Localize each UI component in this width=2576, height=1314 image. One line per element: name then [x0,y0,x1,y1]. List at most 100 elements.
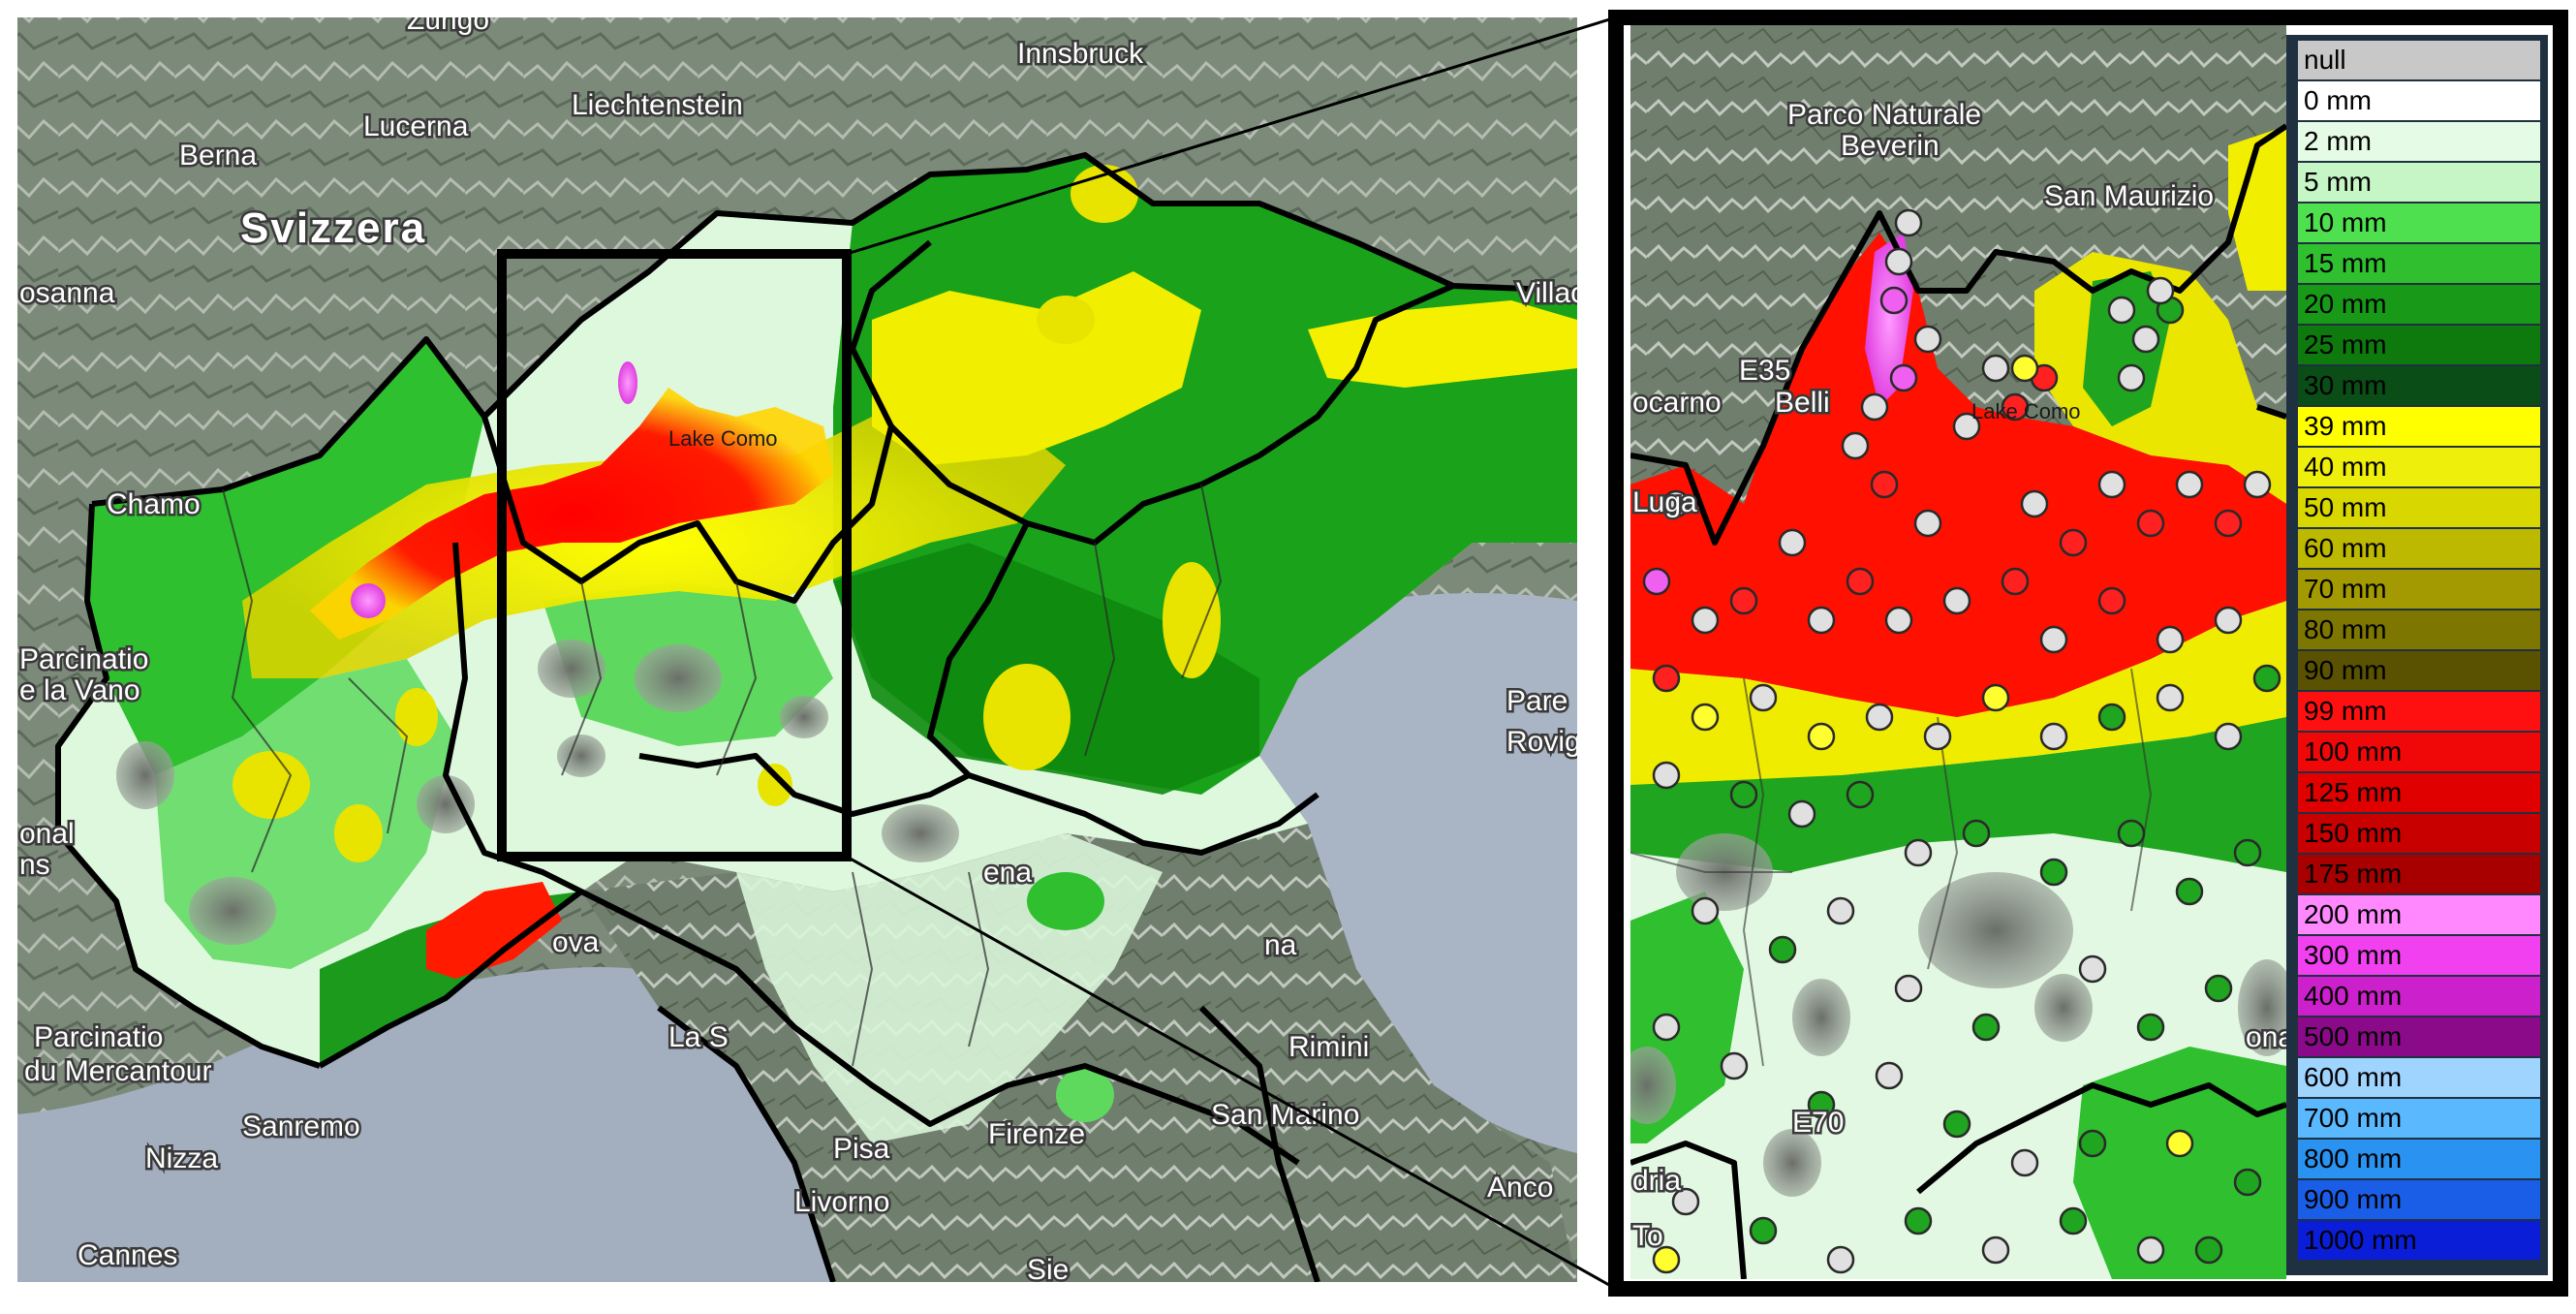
zoom-inset-frame [1608,10,2568,1297]
place-label: Rimini [1288,1031,1369,1063]
legend-item-label: 400 mm [2304,981,2403,1011]
rain-gauge-stations [1642,208,2281,1274]
legend-item-label: 15 mm [2304,248,2387,278]
inset-region-borders [1630,123,2286,1279]
legend-item-label: 5 mm [2304,167,2372,197]
rainfall-spot-yellow-6 [1163,562,1221,678]
inset-no-data-3 [1792,979,1850,1056]
inset-place-label: Lake Como [1971,399,2081,423]
rainfall-zone-red-alps [310,388,833,640]
inset-place-label: dria [1632,1165,1681,1197]
place-label: ena [983,857,1032,889]
legend-item: 500 mm [2298,1017,2540,1056]
inset-no-data-4 [2034,974,2093,1042]
place-label: Lake Como [668,426,778,451]
place-label: Sie [1027,1254,1069,1286]
legend-item: 39 mm [2298,407,2540,446]
legend-item-label: 200 mm [2304,899,2403,929]
legend-item: 80 mm [2298,610,2540,649]
place-label: Parcinatio [19,643,148,675]
place-label: Villac [1516,277,1585,309]
legend-item-label: 60 mm [2304,533,2387,563]
place-label: Nizza [145,1142,218,1174]
legend-item: 300 mm [2298,936,2540,975]
legend-item: 60 mm [2298,529,2540,568]
region-borders [55,152,1577,1282]
inset-place-label: E70 [1792,1107,1844,1139]
no-data-blob-4 [780,696,828,738]
place-label: ns [19,849,50,881]
legend-item-label: 90 mm [2304,655,2387,685]
place-label: Liechtenstein [572,89,743,121]
legend-item: 2 mm [2298,122,2540,161]
rainfall-spot-yellow-5 [1037,296,1095,344]
rainfall-zone-red-liguria [426,882,562,979]
inset-rainfall-yellow-ne [2228,126,2286,291]
legend-item-label: 150 mm [2304,818,2403,848]
place-label: e la Vano [19,674,140,706]
legend-item: 15 mm [2298,244,2540,283]
place-label: Chamo [107,488,201,520]
legend-item-label: null [2304,45,2346,75]
place-label: Zurigo [407,4,489,36]
legend-item: 99 mm [2298,692,2540,731]
legend-item-label: 300 mm [2304,940,2403,970]
legend-item: 125 mm [2298,773,2540,812]
place-label: osanna [19,277,115,309]
legend-item-label: 80 mm [2304,614,2387,644]
legend-item: 700 mm [2298,1099,2540,1138]
place-label: Berna [179,140,257,172]
no-data-blob-7 [882,804,959,862]
legend-item-label: 2 mm [2304,126,2372,156]
overview-map[interactable]: Zurigo Innsbruck Liechtenstein Lucerna B… [17,4,1585,1286]
legend-item-label: 800 mm [2304,1143,2403,1173]
legend-item: 100 mm [2298,733,2540,771]
legend-item: 800 mm [2298,1140,2540,1178]
legend-item: 40 mm [2298,448,2540,486]
precipitation-legend: null 0 mm 2 mm 5 mm 10 mm 15 mm 20 mm 25 mm 30 m… [2286,35,2548,1275]
legend-item: 10 mm [2298,203,2540,242]
place-label: Sanremo [242,1111,360,1142]
place-label: Firenze [988,1118,1085,1150]
legend-item-label: 700 mm [2304,1103,2403,1133]
no-data-blob-1 [538,640,605,698]
legend-item: 200 mm [2298,895,2540,934]
inset-rainfall-pink [1865,233,1913,407]
legend-item-label: 600 mm [2304,1062,2403,1092]
legend-item: 600 mm [2298,1058,2540,1097]
zoom-extent-box[interactable] [497,249,852,861]
legend-item-label: 39 mm [2304,411,2387,441]
legend-item-label: 20 mm [2304,289,2387,319]
legend-item: 1000 mm [2298,1221,2540,1260]
rainfall-zone-yellow-prealps [242,407,1066,678]
legend-item-label: 40 mm [2304,452,2387,482]
inset-place-label: ona [2246,1021,2294,1053]
legend-item-label: 175 mm [2304,859,2403,889]
place-label: Parcinatio [34,1021,163,1053]
legend-item-label: 25 mm [2304,329,2387,360]
legend-item: 30 mm [2298,366,2540,405]
no-data-blob-2 [635,644,722,712]
legend-item: null [2298,41,2540,79]
place-label: ova [552,926,600,958]
no-data-blob-6 [417,775,475,833]
rainfall-zone-green-veneto [833,543,1259,795]
zoom-inset-map[interactable]: Parco Naturale Beverin San Maurizio E35 … [1618,25,2296,1279]
rainfall-zone-green-west [87,339,484,775]
inset-place-label: Parco Naturale [1787,99,1981,131]
legend-item-label: 50 mm [2304,492,2387,522]
inset-place-label: San Maurizio [2044,180,2214,212]
legend-item: 70 mm [2298,570,2540,609]
rainfall-zone-yellow-veneto [872,271,1201,465]
legend-item: 20 mm [2298,285,2540,324]
inset-no-data-2 [1918,872,2073,988]
rainfall-spot-yellow-8 [334,804,383,862]
inset-no-data-5 [2238,959,2286,1056]
legend-item: 25 mm [2298,326,2540,364]
legend-item-label: 0 mm [2304,85,2372,115]
legend-item-label: 125 mm [2304,777,2403,807]
place-label: Svizzera [240,204,426,252]
legend-item-label: 10 mm [2304,207,2387,237]
rainfall-spot-yellow-1 [983,664,1071,770]
